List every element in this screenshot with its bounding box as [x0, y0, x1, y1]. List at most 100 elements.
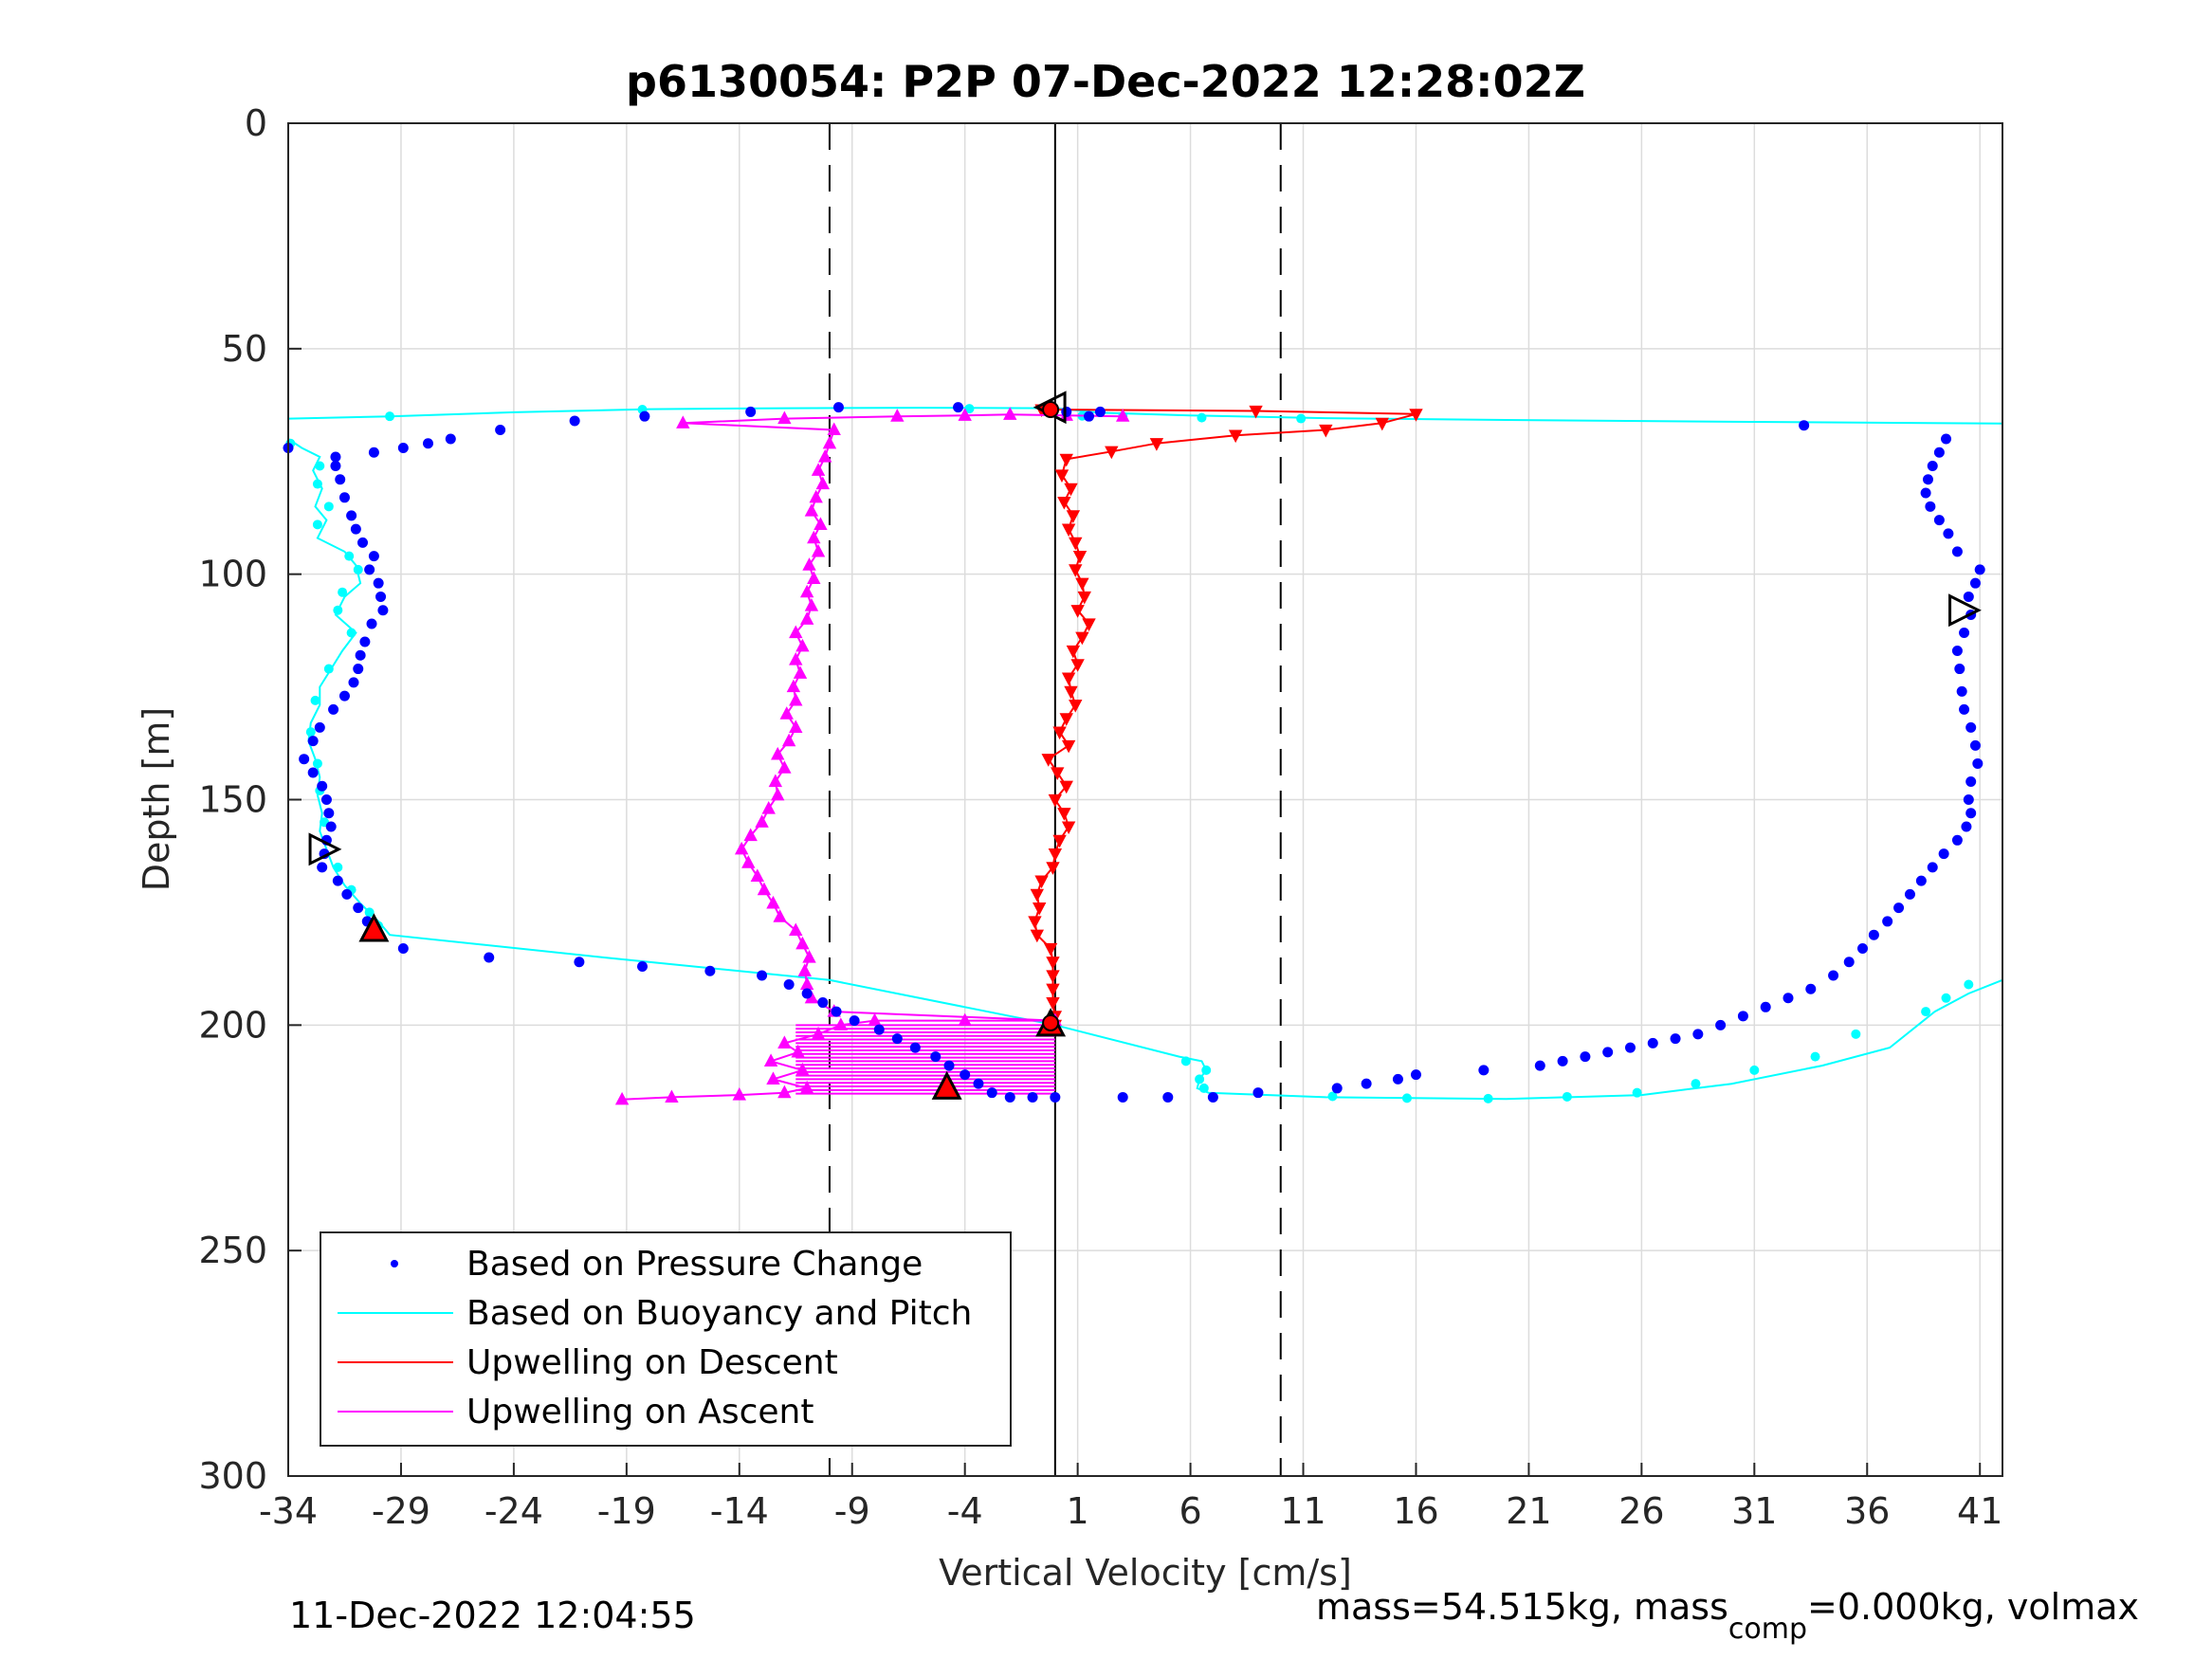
x-tick-label: 36	[1844, 1490, 1890, 1532]
ascent-point	[822, 435, 837, 449]
descent-point	[1052, 726, 1067, 740]
descent-point	[1064, 685, 1078, 700]
buoyancy-point	[344, 551, 355, 561]
pressure-point	[1954, 664, 1965, 675]
ascent-point	[1116, 409, 1130, 422]
buoyancy-point	[964, 404, 975, 414]
pressure-point	[1737, 1011, 1748, 1022]
pressure-point	[323, 808, 335, 819]
descent-point	[1082, 618, 1096, 631]
descent-point	[1069, 700, 1083, 713]
descent-point	[1028, 916, 1042, 929]
buoyancy-point	[385, 411, 395, 422]
pressure-point	[1692, 1029, 1704, 1040]
ascent-point	[797, 963, 812, 976]
ascent-point	[804, 597, 819, 611]
x-tick-label: -34	[259, 1490, 318, 1532]
pressure-point	[1857, 942, 1869, 954]
descent-point	[1054, 469, 1069, 483]
pressure-point	[1893, 902, 1905, 914]
ascent-point	[804, 990, 819, 1004]
ascent-point	[802, 557, 816, 571]
pressure-point	[422, 438, 433, 449]
pressure-point	[1207, 1091, 1218, 1103]
pressure-point	[1963, 591, 1974, 602]
pressure-point	[330, 461, 341, 472]
legend-label-descent: Upwelling on Descent	[466, 1343, 838, 1382]
pressure-point	[1117, 1091, 1128, 1103]
pressure-point	[636, 960, 648, 972]
buoyancy-point	[1632, 1087, 1642, 1098]
pressure-point	[1670, 1033, 1681, 1045]
descent-point	[1066, 510, 1081, 523]
pressure-point	[574, 957, 585, 968]
ascent-point	[799, 976, 814, 991]
ascent-point	[814, 517, 828, 530]
pressure-point	[1938, 848, 1949, 860]
pressure-point	[1915, 875, 1927, 886]
y-tick-label: 200	[198, 1004, 267, 1046]
pressure-point	[1782, 993, 1794, 1004]
y-tick-label: 50	[222, 328, 267, 370]
pressure-point	[375, 591, 387, 602]
x-tick-label: 11	[1280, 1490, 1325, 1532]
descent-point	[1319, 424, 1333, 438]
pressure-point	[1715, 1019, 1727, 1030]
pressure-point	[953, 402, 964, 413]
pressure-point	[1478, 1065, 1490, 1076]
pressure-point	[1361, 1078, 1372, 1089]
buoyancy-point	[323, 501, 334, 512]
ascent-point	[958, 408, 972, 421]
buoyancy-point	[1921, 1007, 1931, 1017]
pressure-point	[1904, 888, 1915, 900]
pressure-point	[338, 690, 350, 702]
descent-point	[1046, 970, 1060, 984]
buoyancy-point	[1483, 1093, 1493, 1103]
x-axis-ticks: -34 -29 -24 -19 -14 -9 -4 1 6 11 16 21 26 31 36 41	[259, 1463, 2002, 1532]
ascent-point	[766, 895, 780, 909]
footer-timestamp: 11-Dec-2022 12:04:55	[289, 1595, 696, 1636]
pressure-point	[1951, 646, 1963, 657]
pressure-point	[320, 794, 332, 805]
pressure-point	[783, 979, 795, 991]
pressure-point	[1410, 1069, 1421, 1081]
descent-point	[1069, 537, 1083, 551]
pressure-point	[350, 523, 361, 535]
pressure-point	[1027, 1091, 1038, 1103]
buoyancy-point	[1180, 1056, 1191, 1066]
buoyancy-point	[333, 605, 343, 615]
mass-prefix: mass=54.515kg, mass	[1316, 1586, 1728, 1628]
pressure-point	[960, 1069, 971, 1081]
buoyancy-point	[1201, 1065, 1212, 1075]
descent-point	[1030, 888, 1045, 902]
ascent-point	[766, 1071, 780, 1085]
ascent-point	[799, 1080, 814, 1094]
ascent-point	[757, 882, 772, 896]
pressure-point	[307, 736, 319, 747]
chart-title: p6130054: P2P 07-Dec-2022 12:28:02Z	[626, 56, 1585, 107]
ascent-point	[789, 652, 803, 665]
pressure-point	[1956, 685, 1967, 697]
legend: Based on Pressure Change Based on Buoyan…	[320, 1231, 1012, 1447]
buoyancy-point	[1327, 1091, 1338, 1102]
descent-point	[1034, 875, 1049, 889]
pressure-point	[1252, 1087, 1264, 1099]
x-tick-label: -19	[597, 1490, 656, 1532]
buoyancy-point	[312, 479, 322, 489]
pressure-point	[346, 510, 357, 521]
pressure-point	[495, 424, 506, 435]
pressure-point	[757, 970, 768, 981]
ascent-point	[799, 611, 814, 625]
descent-point	[1051, 767, 1065, 780]
buoyancy-point	[1197, 412, 1207, 423]
descent-point	[1046, 862, 1060, 875]
red-dot-marker	[1042, 401, 1060, 419]
buoyancy-point	[1195, 1074, 1205, 1085]
buoyancy-point	[1749, 1065, 1760, 1075]
ascent-point	[789, 922, 803, 937]
ascent-point	[741, 855, 756, 868]
pressure-point	[1965, 721, 1977, 733]
ascent-point	[868, 1012, 882, 1027]
pressure-point	[1941, 433, 1952, 445]
ascent-point	[791, 1044, 805, 1058]
